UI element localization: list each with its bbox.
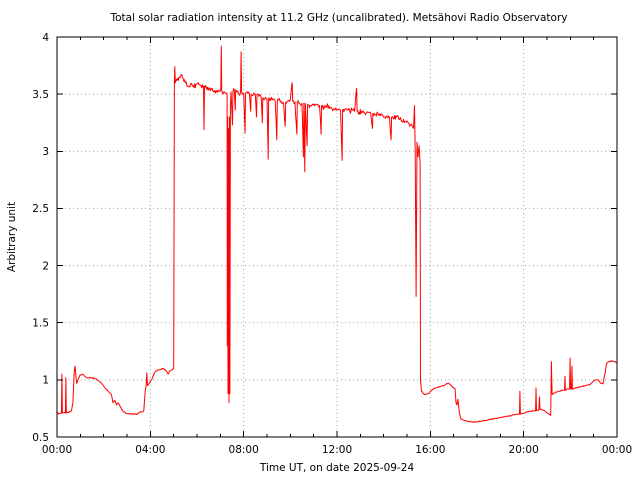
y-axis-label: Arbitrary unit (6, 202, 18, 272)
y-tick-labels: 0.5 1 1.5 2 2.5 3 3.5 4 (32, 32, 49, 444)
x-tick-label: 00:00 (602, 444, 632, 456)
y-tick-label: 1.5 (32, 318, 49, 330)
x-tick-label: 16:00 (415, 444, 445, 456)
x-tick-label: 08:00 (229, 444, 259, 456)
grid-lines (57, 37, 617, 437)
y-tick-label: 3.5 (32, 89, 49, 101)
data-series-line (56, 45, 618, 423)
x-tick-label: 04:00 (135, 444, 165, 456)
y-tick-label: 0.5 (32, 432, 49, 444)
x-tick-label: 00:00 (42, 444, 72, 456)
y-tick-label: 2.5 (32, 203, 49, 215)
plot-frame (56, 36, 618, 438)
x-tick-label: 12:00 (322, 444, 352, 456)
x-tick-labels: 00:00 04:00 08:00 12:00 16:00 20:00 00:00 (42, 444, 632, 456)
y-tick-label: 2 (42, 260, 49, 272)
y-tick-label: 1 (42, 375, 49, 387)
y-tick-label: 3 (42, 146, 49, 158)
y-tick-label: 4 (42, 32, 49, 44)
x-axis-label: Time UT, on date 2025-09-24 (259, 462, 415, 474)
x-tick-label: 20:00 (509, 444, 539, 456)
chart-title: Total solar radiation intensity at 11.2 … (109, 12, 567, 24)
